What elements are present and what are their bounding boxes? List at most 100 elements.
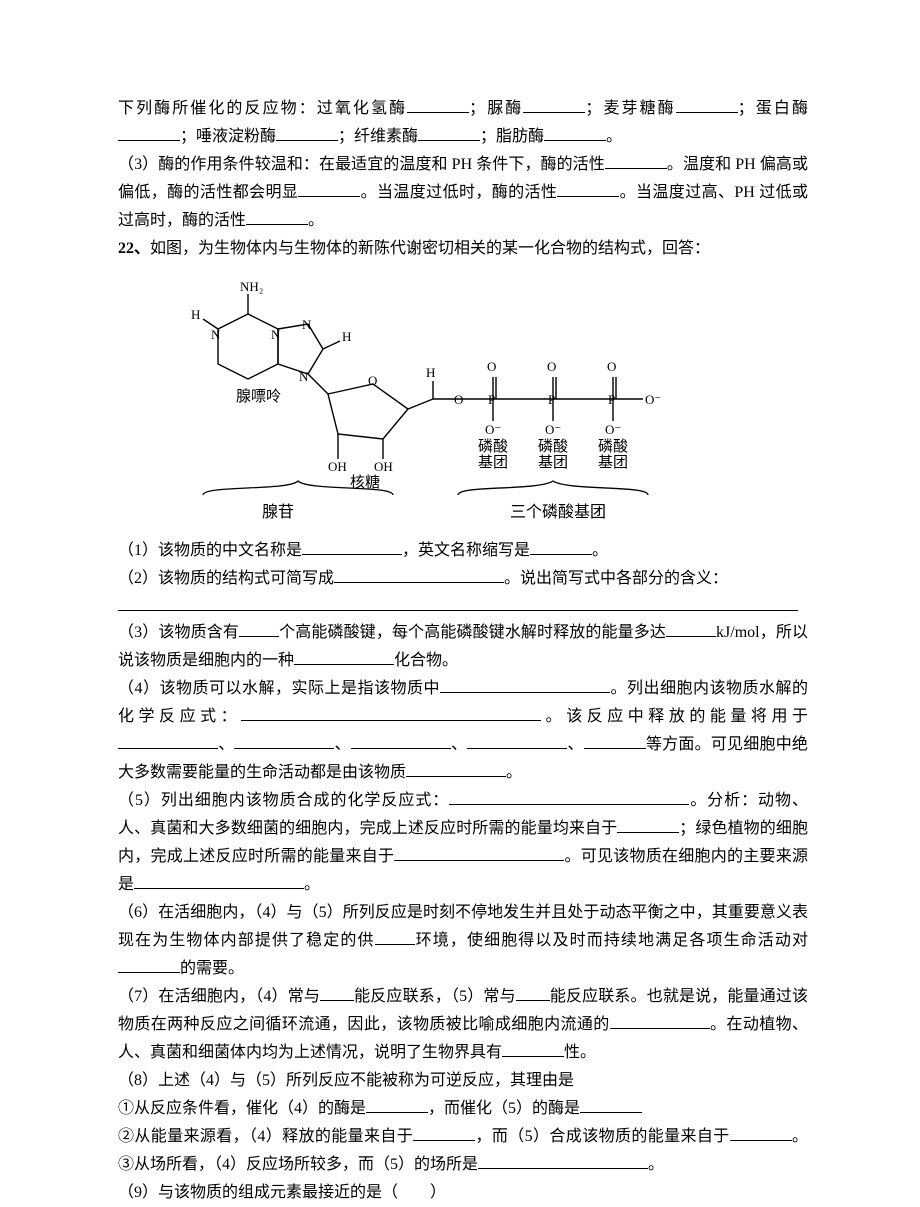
q21-line-1: 下列酶所催化的反应物：过氧化氢酶；脲酶；麦芽糖酶；蛋白酶；唾液淀粉酶；纤维素酶；… bbox=[118, 95, 808, 151]
text: 能反应联系，（5）常与 bbox=[354, 988, 516, 1005]
label-adenine: 腺嘌呤 bbox=[236, 388, 281, 405]
q22-p4: （4）该物质可以水解，实际上是指该物质中。列出细胞内该物质水解的化学反应式：。该… bbox=[118, 675, 808, 787]
text: 。 bbox=[592, 542, 608, 559]
q22-stem: 22、如图，为生物体内与生物体的新陈代谢密切相关的某一化合物的结构式，回答： bbox=[118, 235, 808, 263]
label-pg3: 磷酸 bbox=[598, 438, 628, 455]
blank bbox=[406, 761, 506, 776]
blank bbox=[246, 210, 308, 225]
svg-text:P: P bbox=[548, 392, 555, 407]
q22-p9: （9）与该物质的组成元素最接近的是（ ） bbox=[118, 1179, 808, 1207]
text: 、 bbox=[218, 736, 234, 753]
q22-p8: （8）上述（4）与（5）所列反应不能被称为可逆反应，其理由是 bbox=[118, 1067, 808, 1095]
text: 环境，使细胞得以及时而持续地满足各项生命活动对 bbox=[415, 932, 808, 949]
blank bbox=[580, 1097, 642, 1112]
svg-text:O⁻: O⁻ bbox=[645, 392, 661, 407]
svg-text:O: O bbox=[454, 392, 463, 407]
svg-text:基团: 基团 bbox=[598, 454, 628, 471]
blank bbox=[334, 568, 504, 583]
text: 。说出简写式中各部分的含义： bbox=[504, 570, 728, 587]
blank bbox=[557, 182, 619, 197]
blank bbox=[502, 1041, 564, 1056]
blank bbox=[118, 957, 180, 972]
svg-text:OH: OH bbox=[374, 459, 393, 474]
blank bbox=[241, 705, 541, 720]
text: （9）与该物质的组成元素最接近的是（ ） bbox=[118, 1184, 446, 1201]
label-pg1: 磷酸 bbox=[478, 438, 508, 455]
text: 下列酶所催化的反应物：过氧化氢酶 bbox=[118, 100, 407, 117]
svg-text:N: N bbox=[271, 327, 281, 342]
svg-text:H: H bbox=[426, 365, 435, 380]
blank bbox=[118, 126, 180, 141]
text: （3）该物质含有 bbox=[118, 624, 239, 641]
q22-p2: （2）该物质的结构式可简写成 。说出简写式中各部分的含义： bbox=[118, 565, 808, 593]
blank-full-line bbox=[118, 596, 798, 611]
blank bbox=[298, 182, 360, 197]
text: 。 bbox=[606, 128, 622, 145]
blank bbox=[294, 649, 394, 664]
label-pg2: 磷酸 bbox=[538, 438, 568, 455]
svg-text:基团: 基团 bbox=[538, 454, 568, 471]
blank bbox=[239, 621, 279, 636]
text: 的需要。 bbox=[180, 960, 244, 977]
text: ；蛋白酶 bbox=[738, 100, 808, 117]
text: （2）该物质的结构式可简写成 bbox=[118, 570, 334, 587]
blank bbox=[530, 540, 592, 555]
q22-number: 22、 bbox=[118, 240, 150, 257]
text: （3）酶的作用条件较温和：在最适宜的温度和 PH 条件下，酶的活性 bbox=[118, 156, 605, 173]
text: （4）该物质可以水解，实际上是指该物质中 bbox=[118, 680, 440, 697]
svg-text:H: H bbox=[191, 307, 200, 322]
blank bbox=[351, 733, 451, 748]
blank bbox=[516, 985, 550, 1000]
q22-p8-1: ①从反应条件看，催化（4）的酶是，而催化（5）的酶是 bbox=[118, 1095, 808, 1123]
q22-p8-2: ②从能量来源看，（4）释放的能量来自于，而（5）合成该物质的能量来自于。③从场所… bbox=[118, 1123, 808, 1179]
svg-text:O⁻: O⁻ bbox=[605, 422, 621, 437]
text: 。 bbox=[648, 1156, 664, 1173]
blank bbox=[666, 621, 716, 636]
blank bbox=[467, 733, 567, 748]
blank bbox=[276, 126, 338, 141]
svg-text:N: N bbox=[302, 317, 312, 332]
blank bbox=[366, 1097, 428, 1112]
blank bbox=[418, 126, 480, 141]
svg-text:O⁻: O⁻ bbox=[485, 422, 501, 437]
q21-line-2: （3）酶的作用条件较温和：在最适宜的温度和 PH 条件下，酶的活性。温度和 PH… bbox=[118, 151, 808, 235]
text: ①从反应条件看，催化（4）的酶是 bbox=[118, 1100, 366, 1117]
text: ②从能量来源看，（4）释放的能量来自于 bbox=[118, 1128, 413, 1145]
text: 。 bbox=[308, 212, 324, 229]
svg-text:OH: OH bbox=[328, 459, 347, 474]
text: 。当温度过低时，酶的活性 bbox=[360, 184, 557, 201]
blank bbox=[407, 98, 469, 113]
text: ；纤维素酶 bbox=[338, 128, 418, 145]
text: ，英文名称缩写是 bbox=[402, 542, 530, 559]
svg-text:O: O bbox=[547, 359, 556, 374]
svg-text:P: P bbox=[608, 392, 615, 407]
text: 化合物。 bbox=[394, 652, 458, 669]
svg-text:N: N bbox=[299, 369, 309, 384]
q22-p3: （3）该物质含有个高能磷酸键，每个高能磷酸键水解时释放的能量多达kJ/mol，所… bbox=[118, 619, 808, 675]
q22-p6: （6）在活细胞内，（4）与（5）所列反应是时刻不停地发生并且处于动态平衡之中，其… bbox=[118, 899, 808, 983]
blank bbox=[676, 98, 738, 113]
blank bbox=[302, 540, 402, 555]
svg-text:P: P bbox=[488, 392, 495, 407]
text: ；脲酶 bbox=[469, 100, 523, 117]
blank bbox=[617, 817, 679, 832]
blank bbox=[320, 985, 354, 1000]
blank bbox=[610, 1013, 710, 1028]
text: （1）该物质的中文名称是 bbox=[118, 542, 302, 559]
blank bbox=[449, 789, 689, 804]
blank bbox=[234, 733, 334, 748]
blank bbox=[523, 98, 585, 113]
text: ；麦芽糖酶 bbox=[585, 100, 675, 117]
svg-text:H: H bbox=[342, 329, 351, 344]
text: 性。 bbox=[564, 1044, 596, 1061]
text: ；唾液淀粉酶 bbox=[180, 128, 276, 145]
text: 个高能磷酸键，每个高能磷酸键水解时释放的能量多达 bbox=[279, 624, 666, 641]
blank bbox=[584, 733, 646, 748]
label-triphosphate: 三个磷酸基团 bbox=[458, 499, 658, 527]
text: ，而（5）合成该物质的能量来自于 bbox=[475, 1128, 729, 1145]
text: （7）在活细胞内，（4）常与 bbox=[118, 988, 320, 1005]
svg-text:O: O bbox=[487, 359, 496, 374]
svg-text:O⁻: O⁻ bbox=[545, 422, 561, 437]
svg-text:O: O bbox=[607, 359, 616, 374]
svg-text:NH₂: NH₂ bbox=[240, 279, 263, 294]
